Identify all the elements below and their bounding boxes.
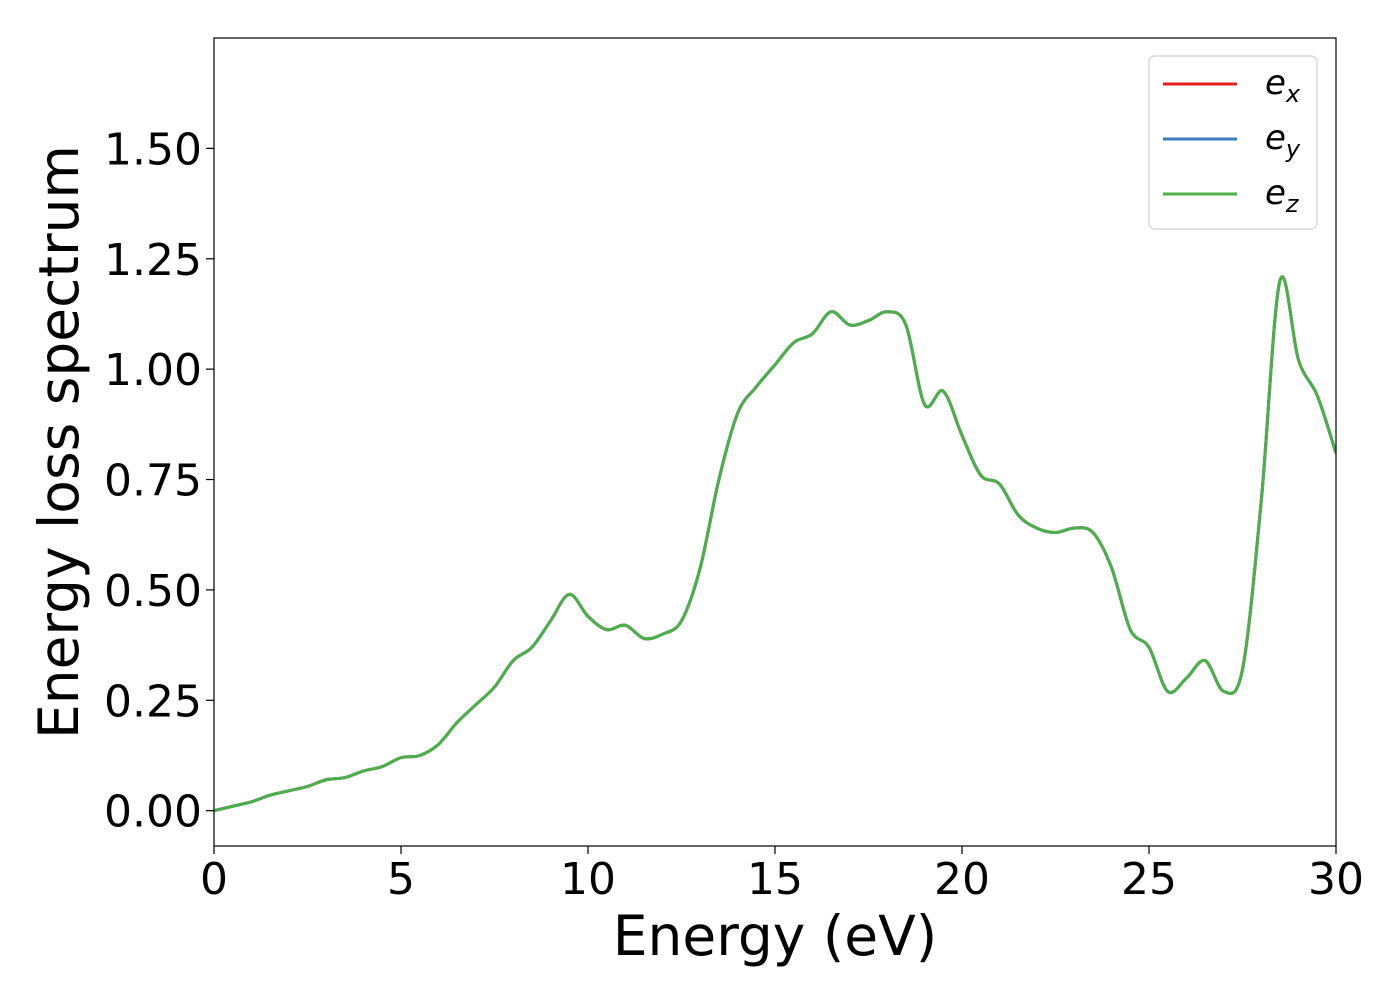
y-tick-label: 0.75 [104, 456, 202, 507]
x-tick-label: 10 [560, 854, 616, 905]
series-line-e_z [214, 275, 1336, 813]
x-tick-label: 30 [1308, 854, 1364, 905]
y-tick-label: 1.25 [104, 235, 202, 286]
x-tick-label: 15 [747, 854, 803, 905]
x-axis-ticks: 0 5 10 15 20 25 30 [200, 846, 1364, 905]
y-axis-label: Energy loss spectrum [27, 145, 91, 739]
x-tick-label: 25 [1121, 854, 1177, 905]
series-layer [214, 275, 1336, 813]
legend-label-e_x: ex [1265, 63, 1301, 108]
legend-box [1148, 55, 1318, 230]
series-line-e_y [214, 275, 1336, 813]
x-tick-label: 0 [200, 854, 228, 905]
y-tick-label: 0.50 [104, 566, 202, 617]
y-tick-label: 0.25 [104, 676, 202, 727]
y-tick-label: 0.00 [104, 787, 202, 838]
legend: ex ey ez [1148, 55, 1318, 230]
y-axis-ticks: 0.00 0.25 0.50 0.75 1.00 1.25 1.50 [104, 124, 214, 838]
x-tick-label: 20 [934, 854, 990, 905]
legend-label-e_z: ez [1265, 173, 1300, 218]
x-axis-label: Energy (eV) [613, 904, 937, 968]
x-tick-label: 5 [387, 854, 415, 905]
y-tick-label: 1.00 [104, 345, 202, 396]
y-tick-label: 1.50 [104, 124, 202, 175]
series-line-e_x [214, 275, 1336, 813]
legend-label-e_y: ey [1265, 118, 1301, 163]
